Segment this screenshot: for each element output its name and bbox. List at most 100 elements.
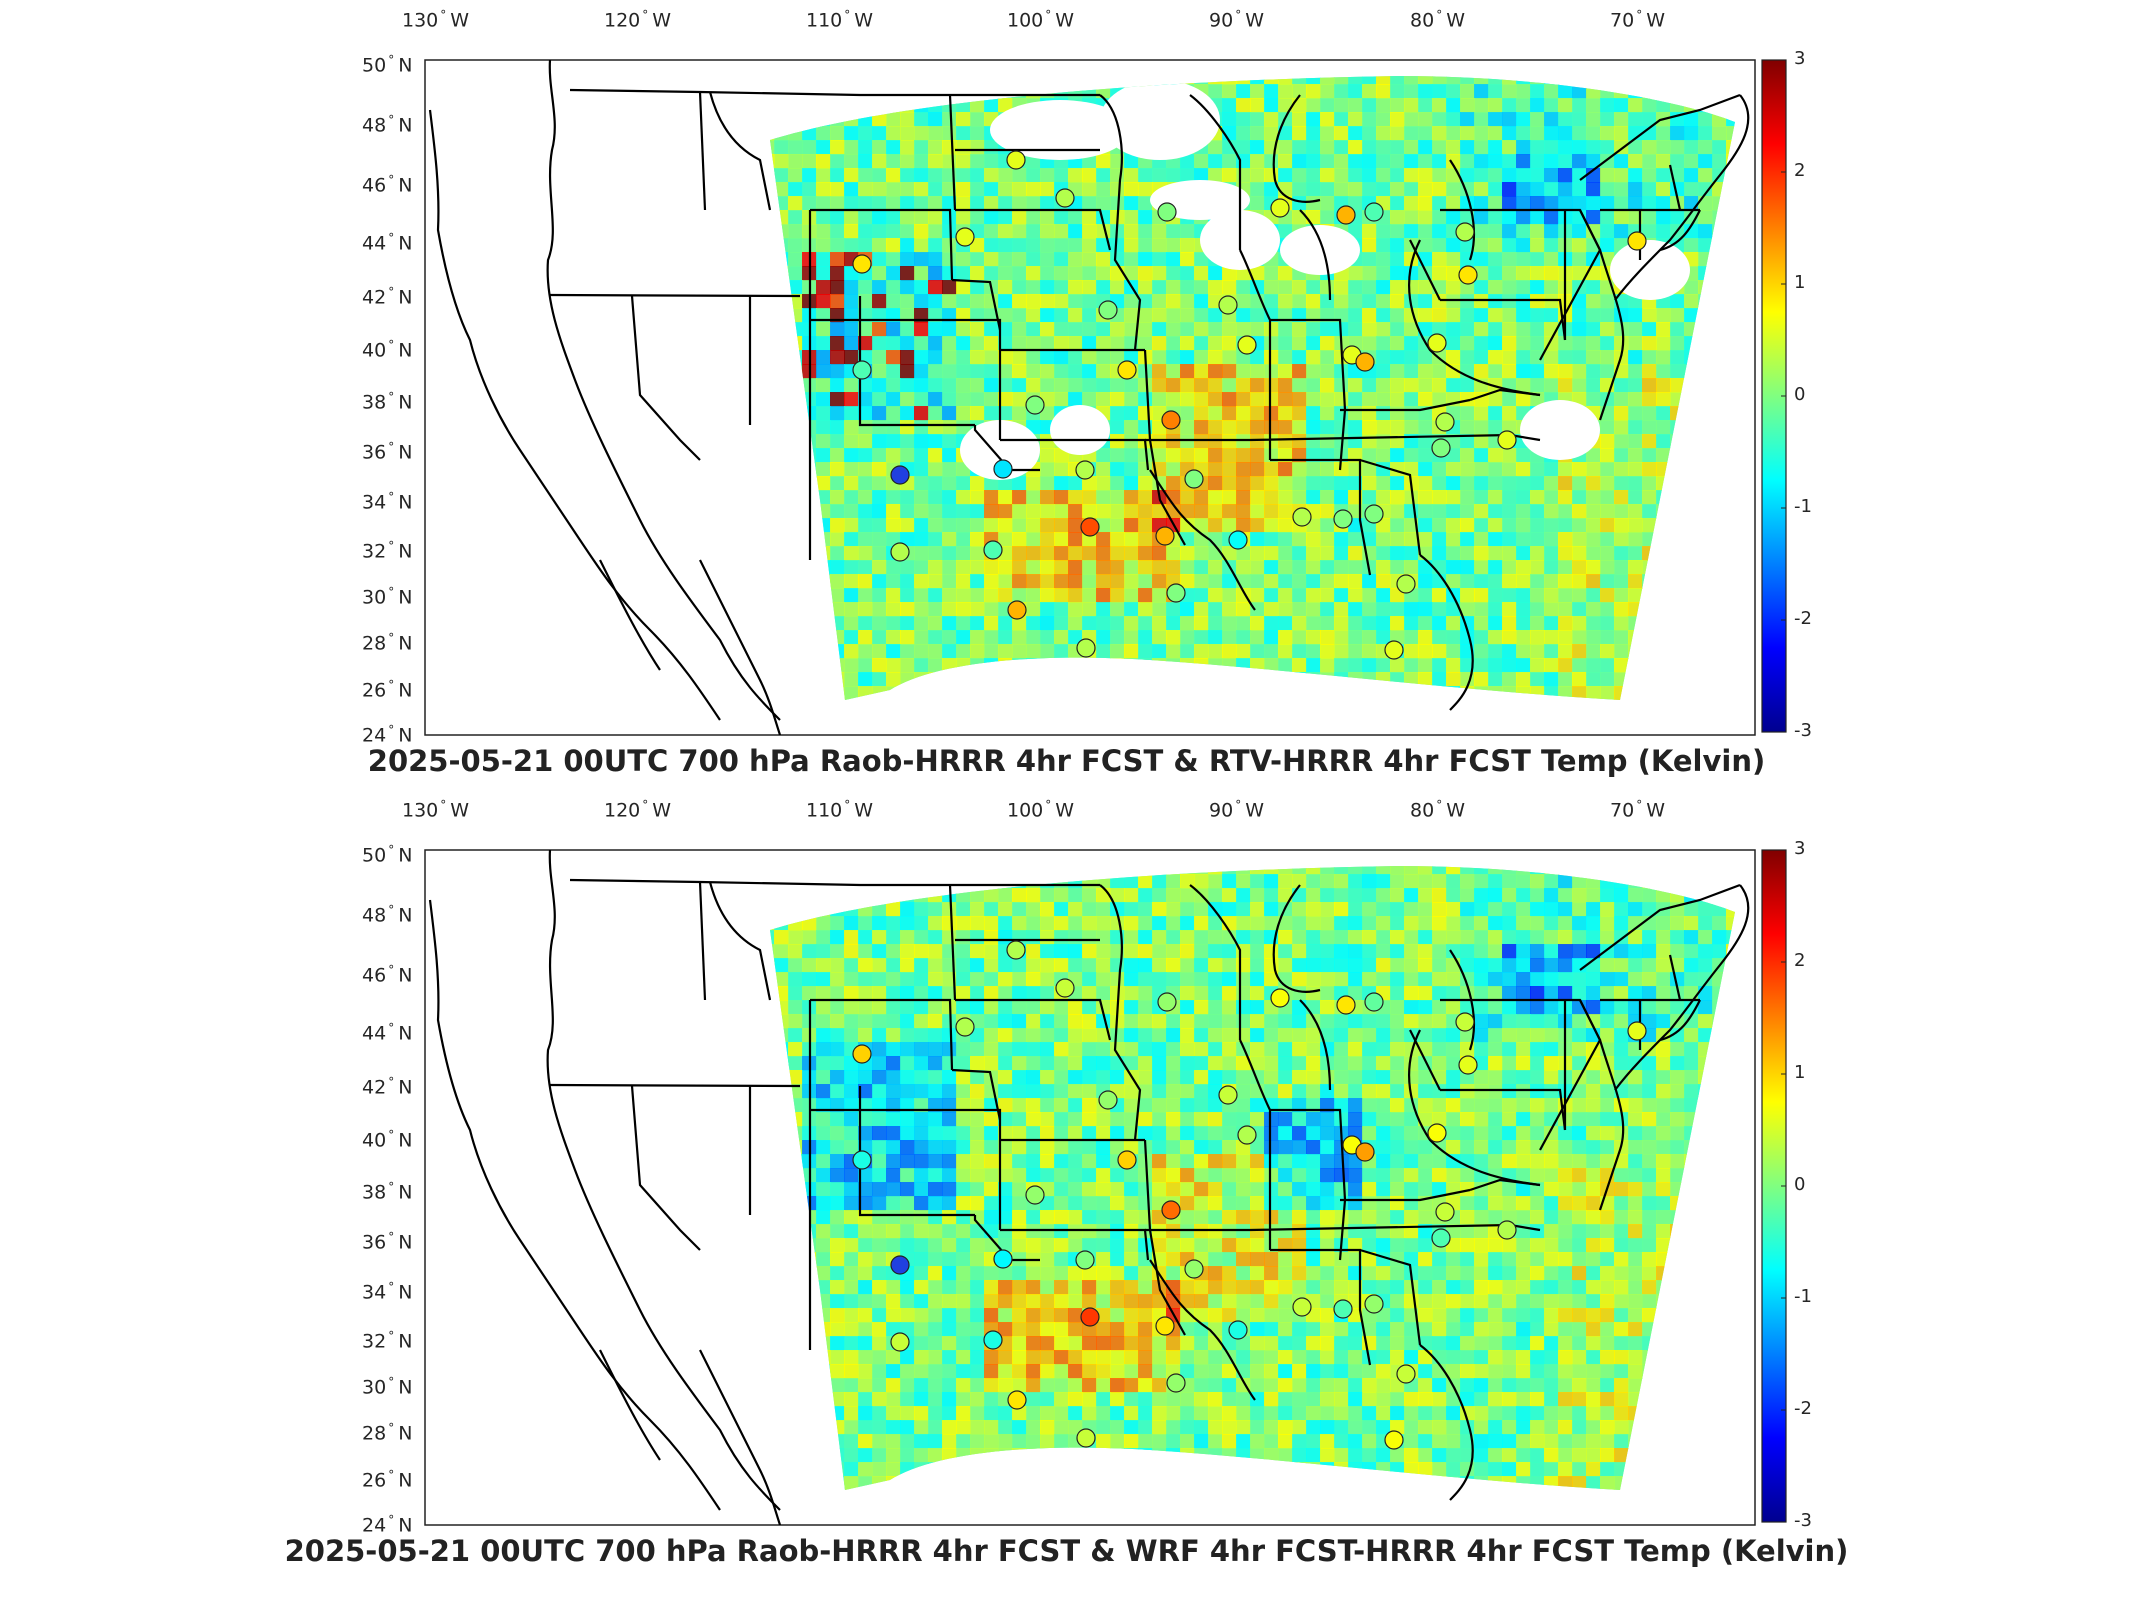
map-svg <box>424 849 1787 1526</box>
latitude-label: 28 ° N <box>362 1421 413 1445</box>
raob-station-marker <box>1627 231 1647 251</box>
raob-station-marker <box>1155 526 1175 546</box>
raob-station-marker <box>1355 1142 1375 1162</box>
raob-station-marker <box>852 1150 872 1170</box>
raob-station-marker <box>1292 507 1312 527</box>
raob-station-marker <box>1098 1090 1118 1110</box>
longitude-label: 130 ° W <box>402 798 470 822</box>
raob-station-marker <box>993 459 1013 479</box>
latitude-label: 24 ° N <box>362 1513 413 1537</box>
state-borders <box>428 60 1750 735</box>
latitude-label: 40 ° N <box>362 338 413 362</box>
raob-station-marker <box>1364 504 1384 524</box>
latitude-label: 26 ° N <box>362 678 413 702</box>
raob-station-marker <box>1007 1390 1027 1410</box>
raob-station-marker <box>1458 1055 1478 1075</box>
longitude-label: 100 ° W <box>1007 8 1075 32</box>
raob-station-marker <box>1497 430 1517 450</box>
raob-station-marker <box>1497 1220 1517 1240</box>
raob-station-marker <box>890 465 910 485</box>
longitude-label: 120 ° W <box>604 8 672 32</box>
latitude-label: 46 ° N <box>362 963 413 987</box>
raob-station-marker <box>955 227 975 247</box>
raob-station-marker <box>1157 202 1177 222</box>
map-panel-bottom: 3 2 1 0 -1 -2 -3 130 ° W 120 ° W 110 ° W 100 ° W 90 ° W 80 ° W 70… <box>0 790 2133 1600</box>
state-borders <box>428 850 1750 1525</box>
raob-station-marker <box>1336 205 1356 225</box>
colorbar-tick-label: 1 <box>1794 1062 1806 1083</box>
latitude-label: 48 ° N <box>362 903 413 927</box>
raob-station-marker <box>1166 1373 1186 1393</box>
latitude-label: 36 ° N <box>362 440 413 464</box>
temperature-difference-field <box>770 76 1735 700</box>
latitude-label: 38 ° N <box>362 1180 413 1204</box>
raob-station-marker <box>852 1044 872 1064</box>
raob-station-marker <box>1007 600 1027 620</box>
raob-station-marker <box>1355 352 1375 372</box>
raob-station-marker <box>1025 395 1045 415</box>
raob-station-marker <box>1427 333 1447 353</box>
latitude-label: 44 ° N <box>362 1021 413 1045</box>
colorbar-tick-label: 0 <box>1794 384 1806 405</box>
raob-station-marker <box>1270 198 1290 218</box>
raob-station-marker <box>1364 992 1384 1012</box>
colorbar-tick-label: -3 <box>1794 1510 1812 1531</box>
raob-station-marker <box>1292 1297 1312 1317</box>
latitude-label: 38 ° N <box>362 390 413 414</box>
raob-station-marker <box>1161 410 1181 430</box>
colorbar-tick-label: 2 <box>1794 160 1806 181</box>
raob-station-marker <box>1155 1316 1175 1336</box>
raob-station-marker <box>1006 150 1026 170</box>
raob-station-marker <box>1080 517 1100 537</box>
longitude-label: 100 ° W <box>1007 798 1075 822</box>
raob-stations <box>852 150 1647 660</box>
raob-station-marker <box>1627 1021 1647 1041</box>
colorbar-tick-label: 1 <box>1794 272 1806 293</box>
raob-station-marker <box>1025 1185 1045 1205</box>
raob-station-marker <box>1435 1202 1455 1222</box>
raob-station-marker <box>1333 1299 1353 1319</box>
raob-station-marker <box>1166 583 1186 603</box>
colorbar-tick-label: -1 <box>1794 496 1812 517</box>
raob-station-marker <box>983 540 1003 560</box>
longitude-label: 70 ° W <box>1610 8 1665 32</box>
longitude-label: 80 ° W <box>1410 8 1465 32</box>
latitude-label: 44 ° N <box>362 231 413 255</box>
raob-station-marker <box>1075 1250 1095 1270</box>
raob-station-marker <box>1237 335 1257 355</box>
latitude-label: 32 ° N <box>362 1329 413 1353</box>
raob-station-marker <box>1055 188 1075 208</box>
latitude-label: 50 ° N <box>362 53 413 77</box>
latitude-label: 34 ° N <box>362 1280 413 1304</box>
colorbar-tick-label: -2 <box>1794 1398 1812 1419</box>
temperature-difference-field <box>770 866 1735 1490</box>
latitude-label: 40 ° N <box>362 1128 413 1152</box>
raob-station-marker <box>1228 1320 1248 1340</box>
raob-station-marker <box>1384 640 1404 660</box>
raob-station-marker <box>1098 300 1118 320</box>
longitude-label: 90 ° W <box>1209 8 1264 32</box>
raob-station-marker <box>1006 940 1026 960</box>
map-panel-top: 3 2 1 0 -1 -2 -3 130 ° W 120 ° W 110 ° W 100 ° W 90 ° W 80 ° W 70… <box>362 8 1812 778</box>
raob-station-marker <box>1076 1428 1096 1448</box>
raob-station-marker <box>1184 469 1204 489</box>
raob-station-marker <box>852 254 872 274</box>
latitude-label: 34 ° N <box>362 490 413 514</box>
latitude-label: 46 ° N <box>362 173 413 197</box>
raob-station-marker <box>955 1017 975 1037</box>
longitude-label: 70 ° W <box>1610 798 1665 822</box>
raob-station-marker <box>1161 1200 1181 1220</box>
longitude-label: 130 ° W <box>402 8 470 32</box>
latitude-label: 30 ° N <box>362 585 413 609</box>
raob-station-marker <box>1184 1259 1204 1279</box>
raob-station-marker <box>852 360 872 380</box>
raob-station-marker <box>1455 1012 1475 1032</box>
raob-station-marker <box>1075 460 1095 480</box>
raob-station-marker <box>1431 1228 1451 1248</box>
map-title: 2025-05-21 00UTC 700 hPa Raob-HRRR 4hr F… <box>367 744 1766 778</box>
raob-station-marker <box>993 1249 1013 1269</box>
raob-station-marker <box>1117 360 1137 380</box>
raob-station-marker <box>1396 1364 1416 1384</box>
raob-station-marker <box>1336 995 1356 1015</box>
colorbar-tick-label: -1 <box>1794 1286 1812 1307</box>
